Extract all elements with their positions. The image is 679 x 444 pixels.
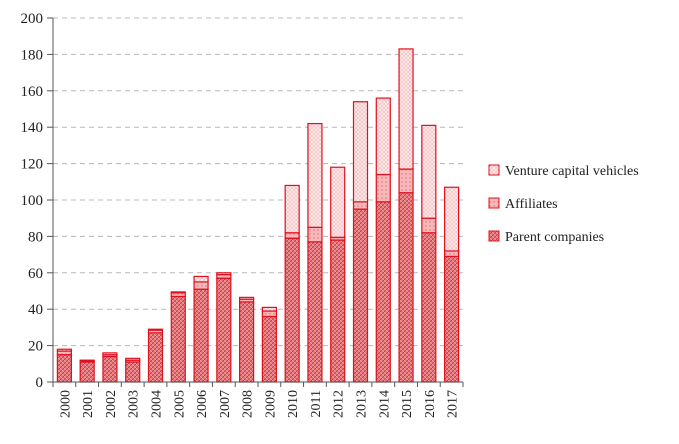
- bar-segment-affiliates: [307, 226, 323, 243]
- legend-swatch: [488, 230, 500, 242]
- bar-segment-affiliates: [398, 168, 414, 194]
- y-tick-label: 120: [21, 157, 44, 173]
- bar-segment-affiliates: [193, 281, 209, 290]
- legend-swatch: [488, 197, 500, 209]
- y-tick-label: 0: [36, 375, 44, 391]
- x-tick-label: 2011: [309, 390, 324, 417]
- bar-segment-affiliates: [375, 173, 391, 203]
- bar-segment-parent-companies: [79, 361, 95, 383]
- legend-label: Parent companies: [505, 230, 604, 245]
- bar-segment-venture-capital: [79, 359, 95, 362]
- y-tick-label: 180: [21, 47, 44, 63]
- bar-segment-venture-capital: [56, 348, 72, 352]
- y-tick-label: 60: [28, 266, 43, 282]
- x-tick-label: 2006: [195, 390, 210, 418]
- y-axis: 0 20 40 60 80 100 120 140 160 180 200: [21, 11, 54, 391]
- bar-segment-parent-companies: [56, 354, 72, 383]
- x-tick-label: 2012: [332, 390, 347, 418]
- x-tick-label: 2014: [377, 390, 392, 418]
- bar-segment-affiliates: [352, 201, 369, 210]
- bar-segment-parent-companies: [239, 301, 255, 383]
- x-tick-label: 2007: [218, 390, 233, 418]
- bar-segment-venture-capital: [330, 166, 346, 238]
- bar-segment-parent-companies: [421, 232, 437, 383]
- bar-segment-parent-companies: [125, 361, 141, 383]
- bar-segment-affiliates: [284, 232, 300, 239]
- bar-segment-venture-capital: [398, 48, 414, 170]
- bar-segment-venture-capital: [147, 328, 164, 331]
- bar-segment-affiliates: [421, 217, 437, 234]
- x-tick-label: 2010: [286, 390, 301, 418]
- x-tick-label: 2000: [58, 390, 73, 418]
- bar-segment-affiliates: [444, 250, 460, 258]
- bar-segment-venture-capital: [261, 306, 277, 312]
- x-tick-label: 2013: [355, 390, 370, 418]
- bar-segment-parent-companies: [147, 332, 164, 383]
- bar-segment-parent-companies: [102, 355, 118, 383]
- y-tick-label: 200: [21, 11, 44, 27]
- y-tick-label: 20: [28, 339, 43, 355]
- y-tick-label: 140: [21, 120, 44, 136]
- bar-segment-parent-companies: [307, 241, 323, 383]
- bar-segment-parent-companies: [261, 315, 277, 383]
- bar-segment-venture-capital: [307, 122, 323, 228]
- bar-segment-parent-companies: [352, 208, 369, 383]
- bar-segment-venture-capital: [444, 186, 460, 252]
- x-tick-label: 2002: [104, 390, 119, 418]
- bar-segment-parent-companies: [284, 237, 300, 383]
- bars: [56, 48, 460, 383]
- bar-segment-parent-companies: [375, 201, 391, 383]
- x-tick-label: 2017: [446, 390, 461, 418]
- bar-segment-parent-companies: [216, 277, 232, 383]
- bar-segment-parent-companies: [170, 295, 186, 383]
- x-tick-label: 2003: [127, 390, 142, 418]
- y-tick-label: 80: [28, 229, 43, 245]
- y-tick-label: 40: [28, 302, 43, 318]
- bar-segment-parent-companies: [330, 239, 346, 383]
- x-tick-label: 2004: [150, 390, 165, 418]
- bar-segment-venture-capital: [125, 357, 141, 361]
- bar-segment-venture-capital: [239, 296, 255, 300]
- bar-segment-venture-capital: [216, 272, 232, 276]
- bar-segment-venture-capital: [170, 291, 186, 294]
- bar-segment-venture-capital: [102, 352, 118, 356]
- x-tick-label: 2008: [241, 390, 256, 418]
- bar-segment-venture-capital: [193, 275, 209, 283]
- x-tick-label: 2016: [423, 390, 438, 418]
- legend-label: Venture capital vehicles: [505, 164, 639, 179]
- bar-segment-venture-capital: [375, 97, 391, 176]
- bar-segment-parent-companies: [193, 288, 209, 383]
- x-tick-label: 2015: [400, 390, 415, 418]
- bar-segment-parent-companies: [444, 255, 460, 383]
- bar-segment-venture-capital: [284, 184, 300, 234]
- legend-swatch: [488, 164, 500, 176]
- legend-label: Affiliates: [505, 197, 558, 212]
- bar-segment-parent-companies: [398, 192, 414, 383]
- y-tick-label: 100: [21, 193, 44, 209]
- legend: Venture capital vehicles Affiliates Parent…: [488, 164, 639, 245]
- y-tick-label: 160: [21, 84, 44, 100]
- x-tick-label: 2009: [263, 390, 278, 418]
- bar-segment-venture-capital: [352, 101, 369, 203]
- bar-segment-venture-capital: [421, 124, 437, 219]
- bar-segment-affiliates: [261, 310, 277, 318]
- x-axis: 2000 2001 2002 2003 2004 2005 2006 2007 2008 2009…: [52, 381, 464, 418]
- x-tick-label: 2001: [81, 390, 96, 418]
- x-tick-label: 2005: [172, 390, 187, 418]
